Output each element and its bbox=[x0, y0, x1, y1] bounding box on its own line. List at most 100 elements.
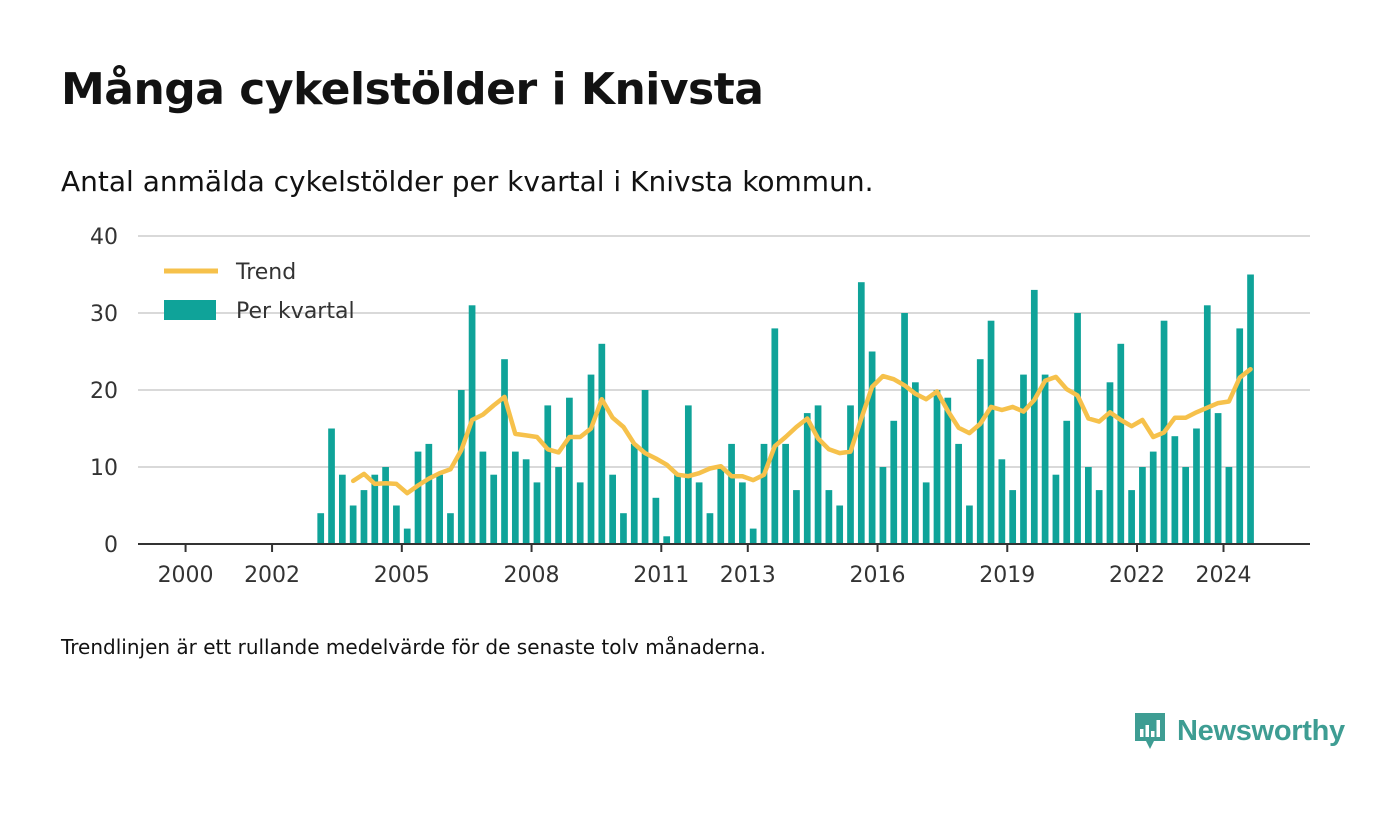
bar bbox=[382, 467, 389, 544]
bar bbox=[1117, 343, 1125, 544]
bar bbox=[566, 397, 573, 544]
bar bbox=[511, 451, 519, 544]
bar bbox=[522, 459, 530, 544]
bar bbox=[782, 443, 789, 544]
bar bbox=[349, 505, 357, 544]
bars bbox=[317, 274, 1254, 544]
bar bbox=[760, 443, 768, 544]
bar bbox=[544, 405, 552, 544]
x-tick-label: 2000 bbox=[158, 563, 214, 588]
bar bbox=[609, 474, 616, 544]
bar bbox=[1203, 305, 1211, 544]
bar bbox=[890, 420, 898, 544]
chart-subtitle: Antal anmälda cykelstölder per kvartal i… bbox=[61, 165, 874, 198]
x-tick-label: 2013 bbox=[720, 563, 776, 588]
bar bbox=[793, 490, 800, 544]
bar bbox=[847, 405, 854, 544]
bar bbox=[1106, 382, 1114, 544]
bar bbox=[360, 490, 368, 544]
y-tick-labels: 0 10 20 30 40 bbox=[90, 225, 118, 558]
bar bbox=[944, 397, 952, 544]
x-tick-label: 2022 bbox=[1109, 563, 1165, 588]
bar bbox=[879, 467, 887, 544]
bar bbox=[501, 359, 508, 544]
x-tick-label: 2019 bbox=[979, 563, 1035, 588]
bar bbox=[836, 505, 844, 544]
legend-trend-label: Trend bbox=[235, 260, 296, 285]
bar bbox=[803, 413, 811, 544]
bar bbox=[901, 313, 908, 544]
bar bbox=[1020, 374, 1027, 544]
bar bbox=[1171, 436, 1179, 544]
bar bbox=[987, 320, 995, 544]
bar bbox=[966, 505, 973, 544]
y-tick-label: 20 bbox=[90, 379, 118, 404]
bar bbox=[912, 382, 919, 544]
bar bbox=[652, 497, 660, 544]
bar bbox=[317, 513, 325, 544]
bar bbox=[1236, 328, 1244, 544]
bar bbox=[933, 390, 941, 544]
bar bbox=[533, 482, 541, 544]
bar bbox=[457, 390, 465, 544]
bar bbox=[976, 359, 984, 544]
bar bbox=[1182, 467, 1190, 544]
bar bbox=[1030, 289, 1038, 544]
bar bbox=[598, 343, 606, 544]
bar bbox=[1041, 374, 1049, 544]
bar bbox=[674, 474, 681, 544]
bar bbox=[414, 451, 422, 544]
y-tick-label: 30 bbox=[90, 302, 118, 327]
bar bbox=[1063, 420, 1071, 544]
bar bbox=[1149, 451, 1157, 544]
bar bbox=[447, 513, 454, 544]
bar bbox=[425, 443, 433, 544]
y-tick-label: 40 bbox=[90, 225, 118, 250]
x-tick-label: 2011 bbox=[633, 563, 689, 588]
bar bbox=[739, 482, 746, 544]
y-tick-label: 0 bbox=[104, 533, 118, 558]
legend-bar-swatch bbox=[164, 300, 216, 320]
bar bbox=[695, 482, 703, 544]
bar bbox=[403, 528, 411, 544]
x-tick-label: 2008 bbox=[504, 563, 560, 588]
bar bbox=[922, 482, 930, 544]
bar bbox=[1247, 274, 1254, 544]
bar bbox=[555, 467, 562, 544]
bar bbox=[479, 451, 487, 544]
bar bbox=[1095, 490, 1103, 544]
x-tick-label: 2024 bbox=[1196, 563, 1252, 588]
bar bbox=[1139, 467, 1146, 544]
bar bbox=[630, 443, 638, 544]
bar bbox=[771, 328, 779, 544]
bar bbox=[1009, 490, 1017, 544]
bar bbox=[1052, 474, 1060, 544]
bar bbox=[393, 505, 400, 544]
bar bbox=[587, 374, 595, 544]
bar bbox=[371, 474, 379, 544]
y-tick-label: 10 bbox=[90, 456, 118, 481]
footnote: Trendlinjen är ett rullande medelvärde f… bbox=[61, 635, 767, 659]
x-tick-label: 2002 bbox=[244, 563, 300, 588]
bar bbox=[1085, 467, 1092, 544]
bar bbox=[663, 536, 671, 544]
legend-bar-label: Per kvartal bbox=[236, 299, 355, 324]
bar bbox=[328, 428, 335, 544]
bar bbox=[620, 513, 627, 544]
bar bbox=[1225, 467, 1233, 544]
brand-logo[interactable]: Newsworthy bbox=[1133, 711, 1345, 751]
bar bbox=[814, 405, 822, 544]
x-tick-label: 2016 bbox=[850, 563, 906, 588]
newsworthy-logo-icon bbox=[1135, 713, 1165, 749]
grid-lines bbox=[138, 235, 1310, 468]
bar bbox=[338, 474, 346, 544]
bar bbox=[1128, 490, 1135, 544]
bar bbox=[490, 474, 498, 544]
bar bbox=[717, 467, 725, 544]
x-tick-labels: 2000 2002 2005 2008 2011 2013 2016 2019 2022 2024 bbox=[158, 544, 1252, 588]
bar bbox=[728, 443, 735, 544]
legend: Trend Per kvartal bbox=[164, 260, 355, 324]
bar bbox=[1193, 428, 1200, 544]
bar bbox=[749, 528, 757, 544]
